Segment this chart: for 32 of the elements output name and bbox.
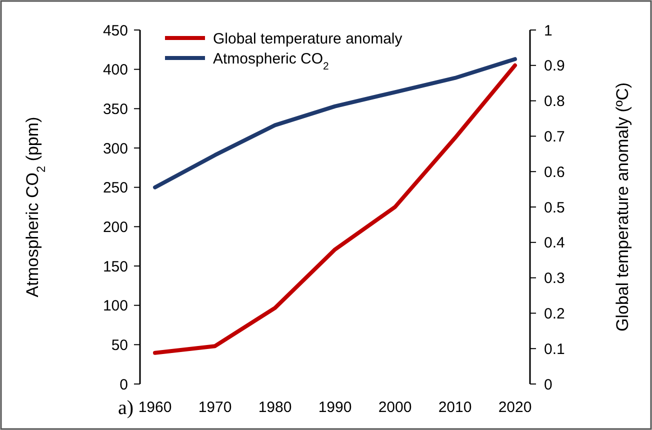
y2-tick-label: 0.2 (544, 305, 565, 322)
y-tick-label: 150 (102, 258, 128, 276)
y2-tick-label: 0.3 (544, 270, 565, 288)
legend-label: Global temperature anomaly (213, 30, 403, 48)
y2-tick-label: 0.1 (544, 340, 565, 358)
text: a) (118, 397, 134, 419)
y-tick-label: 50 (111, 336, 128, 354)
y-tick-label: 250 (102, 180, 128, 197)
y2-tick-label: 1 (544, 22, 552, 40)
x-tick-label: 1970 (198, 399, 232, 416)
y2-tick-label: 0.4 (544, 234, 565, 252)
legend-label: Atmospheric CO$_{2}$ (213, 50, 330, 72)
y-tick-label: 400 (102, 62, 128, 79)
y2-tick-label: 0.8 (544, 93, 565, 110)
x-tick-label: 1960 (138, 399, 172, 416)
y-tick-label: 100 (102, 298, 128, 315)
y-tick-label: 0 (120, 376, 128, 394)
y2-tick-label: 0.6 (544, 164, 565, 181)
y2-tick-label: 0.7 (544, 128, 565, 146)
y-tick-label: 350 (102, 100, 128, 118)
y-tick-label: 450 (102, 22, 128, 40)
x-tick-label: 2000 (378, 399, 412, 416)
y2-tick-label: 0.5 (544, 199, 565, 216)
x-tick-label: 2020 (498, 399, 532, 416)
y2-tick-label: 0 (544, 376, 552, 394)
y2-tick-label: 0.9 (544, 58, 565, 75)
x-tick-label: 2010 (438, 399, 472, 416)
y-tick-label: 200 (102, 218, 128, 236)
x-tick-label: 1990 (318, 399, 352, 416)
y2-axis-title: Global temperature anomaly (ºC) (613, 82, 632, 332)
y-tick-label: 300 (102, 140, 128, 158)
x-tick-label: 1980 (258, 399, 292, 416)
